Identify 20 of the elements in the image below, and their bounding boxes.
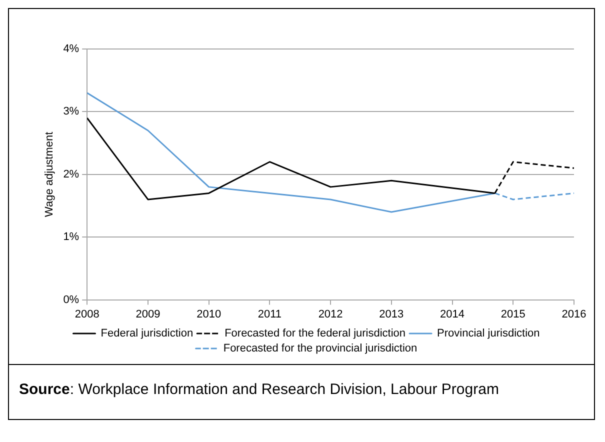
legend-label: Federal jurisdiction: [100, 328, 194, 340]
legend-label: Provincial jurisdiction: [437, 328, 540, 340]
legend-label: Forecasted for the federal jurisdiction: [224, 328, 406, 340]
y-tick-label: 4%: [63, 43, 80, 56]
source-note: Source: Workplace Information and Research Division, Labour Program: [19, 381, 499, 398]
y-tick-label: 1%: [63, 231, 80, 244]
x-tick-label: 2014: [440, 308, 465, 320]
y-axis-title: Wage adjustment: [44, 132, 56, 217]
legend-label: Forecasted for the provincial jurisdiction: [223, 342, 418, 355]
x-tick-label: 2011: [258, 308, 282, 320]
x-tick-label: 2009: [136, 308, 160, 320]
y-tick-label: 2%: [63, 168, 80, 180]
x-tick-label: 2015: [500, 308, 526, 320]
x-tick-label: 2010: [196, 308, 222, 320]
y-tick-label: 3%: [63, 106, 80, 118]
y-tick-label: 0%: [63, 294, 80, 306]
x-tick-label: 2012: [318, 308, 343, 320]
x-tick-label: 2013: [379, 308, 404, 320]
x-tick-label: 2016: [562, 308, 586, 320]
x-tick-label: 2008: [74, 308, 100, 320]
